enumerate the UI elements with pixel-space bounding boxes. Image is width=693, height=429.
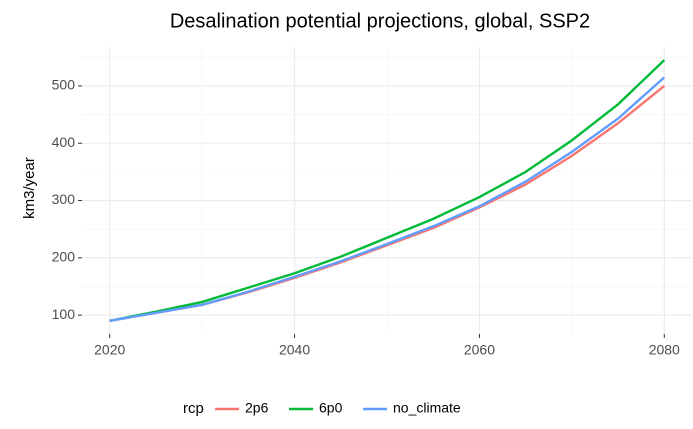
- line-series: [109, 76, 666, 323]
- chart-title: Desalination potential projections, glob…: [170, 10, 590, 32]
- x-tick-label: 2040: [279, 342, 310, 358]
- y-tick-label: 100: [52, 306, 76, 322]
- y-tick-label: 400: [52, 134, 76, 150]
- y-tick-label: 500: [52, 77, 76, 93]
- x-tick-label: 2080: [649, 342, 680, 358]
- x-tick-label: 2060: [464, 342, 495, 358]
- legend-label: no_climate: [393, 400, 461, 416]
- legend-label: 6p0: [319, 400, 343, 416]
- line-series: [109, 59, 666, 323]
- y-tick-label: 300: [52, 191, 76, 207]
- y-axis-title: km3/year: [21, 157, 38, 219]
- y-tick-label: 200: [52, 249, 76, 265]
- x-tick-label: 2020: [94, 342, 125, 358]
- legend-label: 2p6: [245, 400, 269, 416]
- legend-title: rcp: [183, 400, 204, 417]
